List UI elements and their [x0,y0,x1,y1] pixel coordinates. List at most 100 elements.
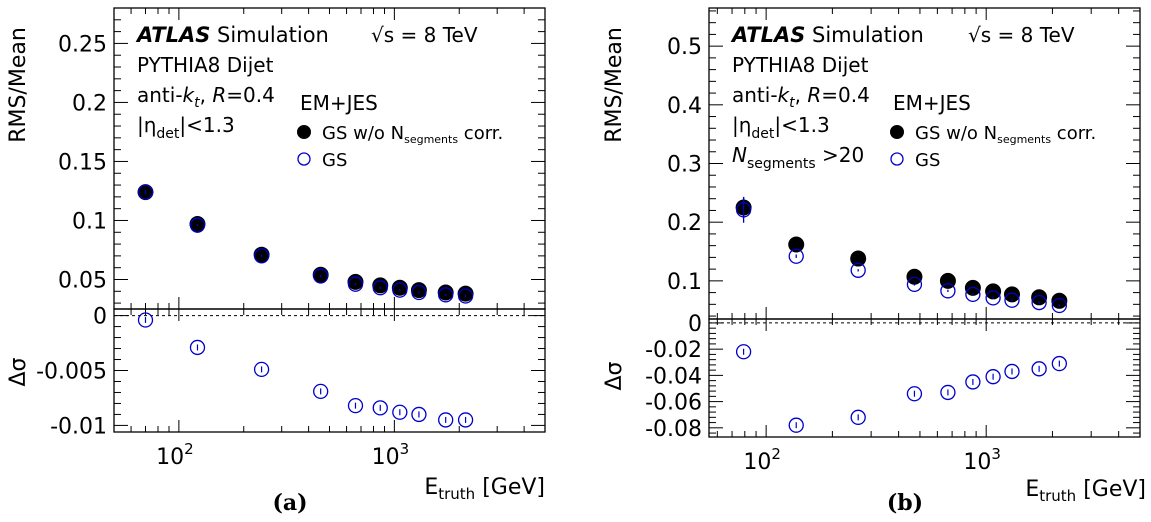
data-point-open [850,262,866,278]
data-point-open [372,280,388,296]
legend-label: GS [322,150,347,171]
generator-label: PYTHIA8 Dijet [137,53,274,77]
data-point-filled [1051,292,1068,309]
x-tick-label: 103 [372,440,410,470]
x-tick-label: 103 [963,445,1001,475]
y-tick-label: 0.1 [667,270,702,295]
x-axis-title: Etruth [GeV] [1025,477,1146,505]
y-tick-label: 0.2 [72,91,107,116]
y-tick-label: -0.06 [645,391,702,416]
y-tick-label: 0.15 [58,150,107,175]
panel-label: (a) [272,490,307,516]
y-tick-label: -0.02 [645,338,702,363]
y-tick-label: 0 [93,305,107,330]
y-tick-label: 0.25 [58,32,107,57]
legend-title: EM+JES [893,91,971,115]
ratio-point [372,400,388,416]
data-point-filled [850,250,867,267]
panel-b: 102 103 0.1 0.2 0.3 0.4 0.5 0-0.02-0.04-0.06-0.… [602,7,1146,516]
ratio-point [347,397,364,414]
ratio-point [392,404,408,420]
panel-label: (b) [887,490,923,516]
ratio-point [985,369,1001,385]
data-point-open [1031,294,1047,311]
y-tick-label: -0.01 [50,414,107,439]
eta-cut-label: |ηdet|<1.3 [137,113,235,142]
y-tick-label: -0.04 [645,364,702,389]
data-point-open [906,276,923,293]
panel-a: 102 103 0.05 0.1 0.15 0.2 0.25 0 -0.005 -0.01 RMS/… [6,7,546,516]
y-tick-label: -0.08 [645,417,702,442]
ratio-point [137,312,154,328]
data-point-open [735,202,752,218]
ratio-point [457,412,474,428]
data-point-open [189,217,206,233]
jet-algorithm-label: anti-kt, R=0.4 [732,83,870,111]
generator-label: PYTHIA8 Dijet [732,53,869,77]
y-tick-label: 0.05 [58,268,107,293]
atlas-label: ATLAS Simulation [135,23,329,47]
y-tick-label: -0.005 [36,360,107,385]
legend-marker-open [890,152,904,166]
x-tick-label: 102 [743,445,781,475]
data-point-open [965,286,981,303]
data-point-open [457,288,474,304]
ratio-point [940,384,956,401]
ratio-point [438,412,454,428]
legend-marker-open [297,152,311,166]
ratio-point [850,409,866,425]
ratio-point [965,374,981,390]
legend-marker-filled [890,125,904,139]
data-point-open [788,248,804,264]
y-axis-title: RMS/Mean [602,27,627,143]
data-point-open [438,287,454,303]
energy-label: √s = 8 TeV [371,23,478,47]
y-tick-label: 0.4 [667,94,702,119]
ratio-point [1051,355,1067,372]
ratio-point [189,339,206,356]
data-point-open [1051,297,1067,314]
y-tick-label: 0.2 [667,211,702,236]
jet-algorithm-label: anti-kt, R=0.4 [137,83,275,111]
ratio-plot-frame [113,308,546,433]
data-point-open [940,283,956,299]
y-tick-label: 0.1 [72,209,107,234]
x-axis-title: Etruth [GeV] [424,475,545,503]
ratio-point [411,406,427,423]
ratio-plot-frame [708,318,1141,438]
ratio-point [1031,361,1047,377]
data-point-open [347,276,364,292]
ratio-point [253,361,270,378]
legend-label: GS [915,150,940,171]
legend-label: GS w/o Nsegments corr. [322,123,503,146]
ratio-point [788,417,804,433]
legend-label: GS w/o Nsegments corr. [915,123,1096,146]
y-axis-title: RMS/Mean [6,27,31,143]
eta-cut-label: |ηdet|<1.3 [732,113,830,142]
data-point-open [985,290,1001,306]
data-point-filled [788,236,805,253]
energy-label: √s = 8 TeV [968,23,1075,47]
data-point-open [392,282,408,298]
data-point-open [411,284,427,301]
y-tick-label: 0 [688,312,702,337]
data-point-open [253,248,270,264]
ratio-point [735,344,752,360]
ratio-point [313,383,329,400]
ratio-y-axis-title: Δσ [6,357,31,386]
ratio-y-axis-title: Δσ [602,361,627,390]
ratio-point [1004,363,1020,380]
legend-marker-filled [297,125,311,139]
data-point-filled [1031,289,1048,306]
nsegments-cut-label: Nsegments >20 [732,143,864,172]
data-point-filled [1003,286,1020,303]
data-point-open [137,184,154,200]
y-tick-label: 0.3 [667,153,702,178]
data-point-open [313,268,329,284]
legend-title: EM+JES [300,91,378,115]
atlas-label: ATLAS Simulation [730,23,924,47]
data-point-open [1004,292,1020,308]
x-tick-label: 102 [156,440,194,470]
ratio-point [906,386,923,402]
